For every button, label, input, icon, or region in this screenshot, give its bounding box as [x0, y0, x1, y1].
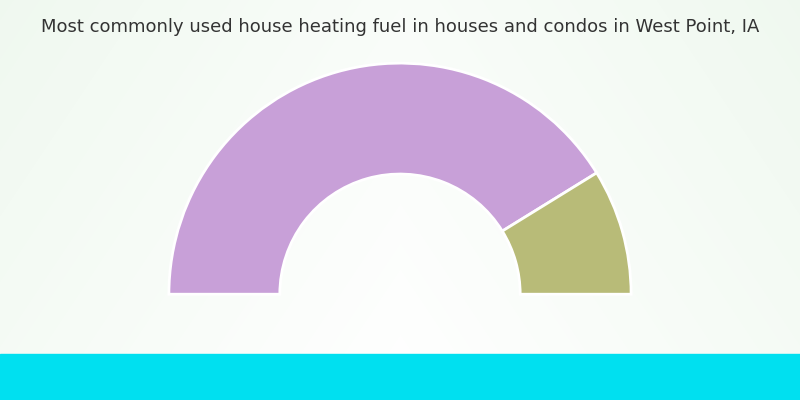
Wedge shape — [169, 63, 597, 294]
Text: Most commonly used house heating fuel in houses and condos in West Point, IA: Most commonly used house heating fuel in… — [41, 18, 759, 36]
Wedge shape — [502, 173, 631, 294]
Bar — [0, 354, 800, 400]
